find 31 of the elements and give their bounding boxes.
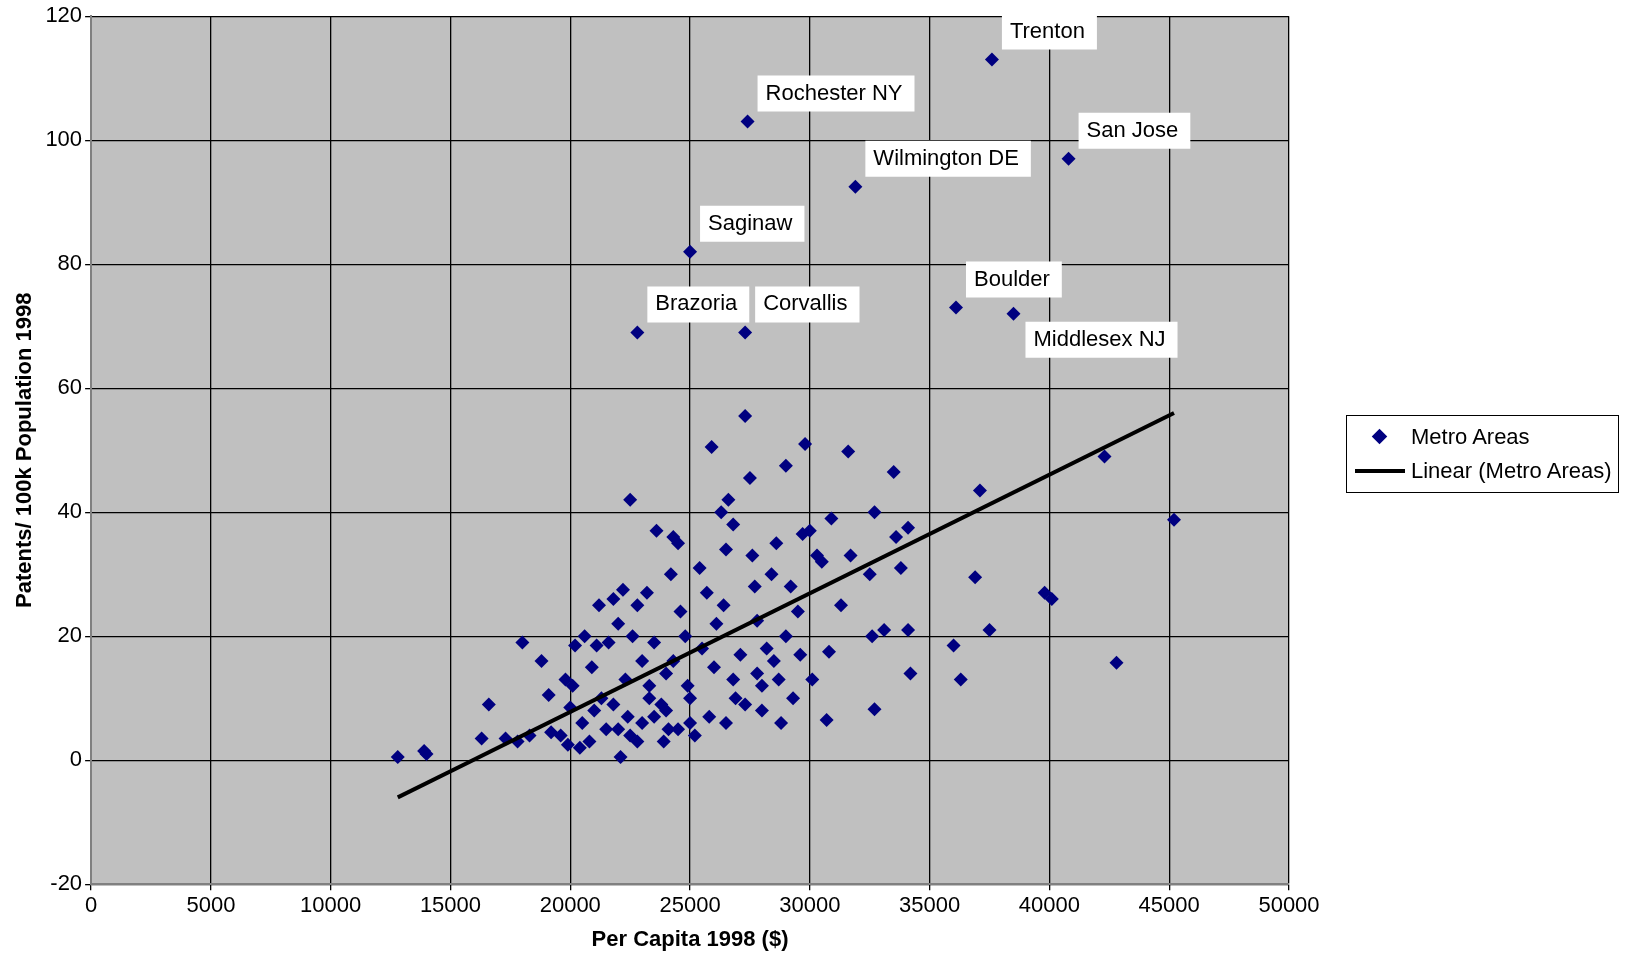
y-tick-label: 100	[45, 126, 83, 152]
y-tick-label: 60	[57, 374, 83, 400]
annotation: Trenton	[1009, 17, 1085, 43]
x-tick-label: 45000	[1138, 892, 1200, 918]
annotation: Rochester NY	[765, 79, 903, 105]
y-tick-label: 0	[69, 746, 83, 772]
x-axis-title: Per Capita 1998 ($)	[591, 925, 789, 951]
x-tick-label: 20000	[539, 892, 601, 918]
legend-label: Metro Areas	[1411, 424, 1530, 450]
y-axis-title: Patents/ 100k Population 1998	[11, 292, 37, 608]
annotation: Corvallis	[763, 290, 848, 316]
y-tick-label: 40	[57, 498, 83, 524]
y-tick-label: 80	[57, 250, 83, 276]
y-tick-label: -20	[50, 870, 83, 896]
x-tick-label: 10000	[300, 892, 362, 918]
x-tick-label: 25000	[659, 892, 721, 918]
y-tick-label: 20	[57, 622, 83, 648]
annotation: Wilmington DE	[873, 144, 1019, 170]
x-tick-label: 30000	[779, 892, 841, 918]
x-tick-label: 15000	[419, 892, 482, 918]
x-tick-label: 40000	[1018, 892, 1081, 918]
x-tick-label: 50000	[1258, 892, 1320, 918]
x-tick-label: 5000	[186, 892, 236, 918]
legend-label: Linear (Metro Areas)	[1411, 458, 1612, 484]
x-tick-label: 35000	[899, 892, 961, 918]
annotation: Middlesex NJ	[1033, 325, 1166, 351]
annotation: Saginaw	[708, 209, 793, 235]
annotation: Boulder	[973, 265, 1050, 291]
annotation: Brazoria	[655, 290, 739, 316]
y-tick-label: 120	[45, 2, 83, 28]
annotation: San Jose	[1086, 116, 1179, 142]
